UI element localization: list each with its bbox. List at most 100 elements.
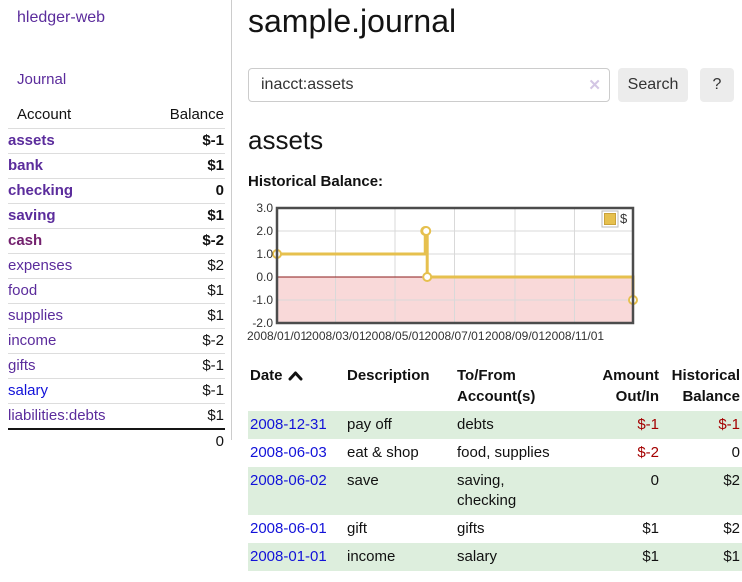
account-row: salary $-1 [8, 378, 225, 404]
accounts-column-header: To/From Account(s) [457, 367, 536, 405]
transaction-accounts: gifts [457, 520, 485, 537]
account-row: liabilities:debts $1 [8, 404, 225, 430]
account-row: food $1 [8, 278, 225, 304]
sort-ascending-icon [288, 371, 303, 381]
transaction-date-link[interactable]: 2008-12-31 [250, 416, 327, 433]
account-link[interactable]: income [8, 332, 57, 349]
search-form: ✕ Search ? [248, 68, 742, 102]
account-balance: $1 [138, 153, 225, 179]
transactions-table-body: 2008-12-31 pay off debts $-1 $-1 2008-06-03 ea… [248, 411, 742, 571]
y-axis-tick-label: 3.0 [256, 201, 273, 215]
app-title-link[interactable]: hledger-web [17, 9, 106, 26]
account-balance: $-2 [138, 328, 225, 354]
description-column-header: Description [347, 367, 430, 384]
amount-column-header: Amount Out/In [602, 367, 659, 405]
account-row: cash $-2 [8, 228, 225, 254]
transaction-accounts: saving, checking [457, 472, 517, 509]
legend-swatch-icon [604, 213, 616, 225]
account-balance: $1 [138, 203, 225, 229]
account-balance: $-2 [138, 228, 225, 254]
transaction-row: 2008-12-31 pay off debts $-1 $-1 [248, 411, 742, 439]
transaction-balance: $2 [723, 472, 740, 489]
legend-label: $ [620, 211, 628, 226]
page-title: sample.journal [248, 3, 457, 39]
balance-column-header: Historical Balance [671, 367, 740, 405]
account-row: supplies $1 [8, 303, 225, 329]
account-link[interactable]: saving [8, 207, 56, 224]
account-link[interactable]: supplies [8, 307, 64, 324]
x-axis-tick-label: 2008/09/01 [485, 329, 545, 343]
transaction-amount: $1 [642, 520, 659, 537]
transaction-accounts: debts [457, 416, 494, 433]
account-link[interactable]: expenses [8, 257, 73, 274]
y-axis-tick-label: 2.0 [256, 224, 273, 238]
date-column-header[interactable]: Date [248, 363, 345, 411]
plot-border [275, 206, 635, 325]
y-axis-tick-label: -1.0 [252, 293, 273, 307]
y-axis-tick-label: -2.0 [252, 316, 273, 330]
transaction-amount: $-2 [637, 444, 659, 461]
transaction-date-link[interactable]: 2008-06-02 [250, 472, 327, 489]
transaction-amount: $-1 [637, 416, 659, 433]
account-row: bank $1 [8, 153, 225, 179]
account-link[interactable]: food [8, 282, 38, 299]
clear-search-icon[interactable]: ✕ [588, 77, 601, 94]
transaction-balance: $2 [723, 520, 740, 537]
account-row: gifts $-1 [8, 353, 225, 379]
transaction-row: 2008-06-01 gift gifts $1 $2 [248, 515, 742, 543]
account-link[interactable]: checking [8, 182, 74, 199]
account-link[interactable]: cash [8, 232, 43, 249]
y-axis-tick-label: 1.0 [256, 247, 273, 261]
account-row: saving $1 [8, 203, 225, 229]
search-button[interactable]: Search [618, 68, 688, 102]
account-row: checking 0 [8, 178, 225, 204]
balance-chart: $3.0 2.0 1.0 0.0 -1.0 -2.02008/01/012008/03/0… [247, 201, 638, 343]
account-link[interactable]: assets [8, 132, 55, 149]
account-balance: $-1 [138, 353, 225, 379]
accounts-table-body: assets $-1 bank $1 checking 0 saving $1 cash $-2 e… [8, 128, 225, 430]
transaction-row: 2008-01-01 income salary $1 $1 [248, 543, 742, 571]
account-link[interactable]: liabilities:debts [8, 407, 106, 424]
transaction-balance: 0 [731, 444, 740, 461]
transaction-amount: $1 [642, 548, 659, 565]
transaction-date-link[interactable]: 2008-01-01 [250, 548, 327, 565]
account-balance: $1 [138, 303, 225, 329]
account-row: expenses $2 [8, 253, 225, 279]
account-balance: $1 [138, 278, 225, 304]
account-link[interactable]: salary [8, 382, 49, 399]
transactions-table: Date Description To/From Account(s) Amou… [248, 363, 742, 571]
data-point-marker [422, 272, 433, 282]
accounts-total-row: 0 [8, 428, 225, 454]
account-link[interactable]: bank [8, 157, 44, 174]
x-axis-tick-label: 2008/07/01 [424, 329, 484, 343]
main-content: sample.journal ✕ Search ? assets Histori… [247, 0, 742, 571]
help-button[interactable]: ? [700, 68, 734, 102]
transaction-description: income [347, 548, 396, 565]
search-input[interactable] [248, 68, 610, 102]
x-axis-tick-label: 2008/01/01 [247, 329, 307, 343]
transaction-accounts: food, supplies [457, 444, 550, 461]
account-row: income $-2 [8, 328, 225, 354]
transaction-date-link[interactable]: 2008-06-01 [250, 520, 327, 537]
transaction-accounts: salary [457, 548, 498, 565]
account-balance: $1 [207, 407, 224, 424]
balance-column-header: Balance [138, 103, 225, 129]
account-column-header: Account [8, 103, 139, 129]
x-axis-tick-label: 2008/03/01 [305, 329, 365, 343]
y-axis-tick-label: 0.0 [256, 270, 273, 284]
accounts-total-value: 0 [138, 428, 225, 454]
transaction-description: save [347, 472, 379, 489]
account-balance: $-1 [138, 378, 225, 404]
transaction-amount: 0 [650, 472, 659, 489]
transaction-date-link[interactable]: 2008-06-03 [250, 444, 327, 461]
data-point-marker [421, 226, 432, 236]
transaction-row: 2008-06-02 save saving, checking 0 $2 [248, 467, 742, 515]
sidebar-item-journal[interactable]: Journal [17, 71, 67, 88]
x-axis-tick-label: 2008/11/01 [545, 329, 604, 343]
transaction-balance: $1 [723, 548, 740, 565]
account-heading: assets [248, 125, 324, 155]
account-balance: $-1 [138, 128, 225, 154]
transaction-balance: $-1 [718, 416, 740, 433]
transaction-description: gift [347, 520, 368, 537]
account-link[interactable]: gifts [8, 357, 36, 374]
